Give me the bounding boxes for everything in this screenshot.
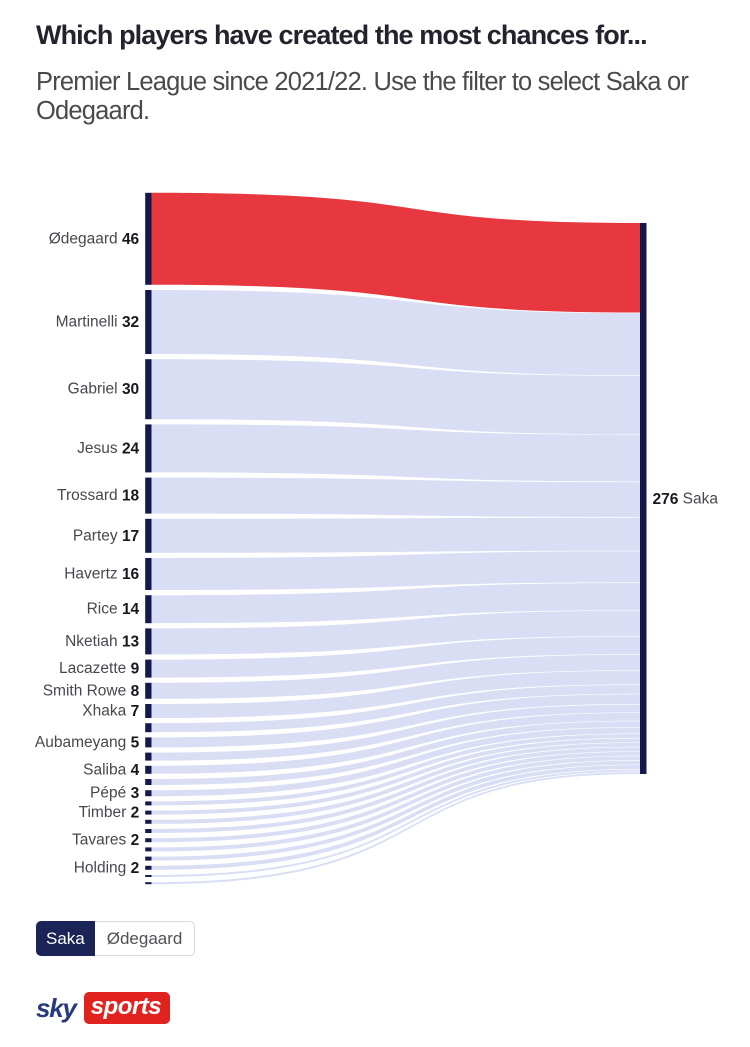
- svg-text:Rice 14: Rice 14: [87, 601, 140, 618]
- svg-text:Nketiah 13: Nketiah 13: [65, 633, 139, 650]
- svg-text:Jesus 24: Jesus 24: [77, 440, 139, 457]
- svg-text:Aubameyang 5: Aubameyang 5: [35, 734, 140, 751]
- svg-text:Ødegaard 46: Ødegaard 46: [49, 230, 140, 247]
- svg-text:Timber 2: Timber 2: [79, 804, 140, 821]
- svg-text:276 Saka: 276 Saka: [653, 491, 719, 508]
- svg-text:Xhaka 7: Xhaka 7: [82, 703, 139, 720]
- svg-text:Pépé 3: Pépé 3: [90, 785, 140, 802]
- svg-text:Holding 2: Holding 2: [74, 859, 140, 876]
- svg-text:Havertz 16: Havertz 16: [64, 566, 139, 583]
- svg-text:Lacazette 9: Lacazette 9: [59, 660, 140, 677]
- svg-text:Saliba 4: Saliba 4: [83, 761, 139, 778]
- svg-text:Martinelli 32: Martinelli 32: [56, 314, 140, 331]
- svg-text:Smith Rowe 8: Smith Rowe 8: [43, 682, 140, 699]
- svg-text:Gabriel 30: Gabriel 30: [68, 381, 140, 398]
- svg-text:Partey 17: Partey 17: [73, 527, 139, 544]
- svg-text:Tavares 2: Tavares 2: [72, 832, 139, 849]
- svg-text:Trossard 18: Trossard 18: [57, 487, 140, 504]
